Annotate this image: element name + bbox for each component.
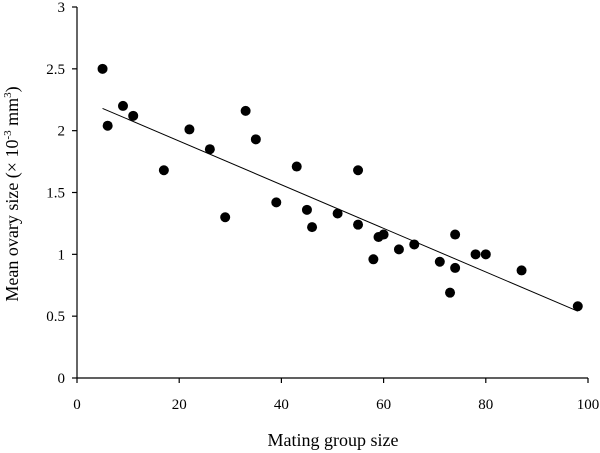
data-point bbox=[301, 204, 312, 215]
x-tick-label: 60 bbox=[376, 397, 391, 413]
x-tick-label: 80 bbox=[478, 397, 493, 413]
data-point bbox=[409, 239, 420, 250]
data-point bbox=[204, 144, 215, 155]
y-tick-label: 2 bbox=[58, 124, 66, 140]
data-point bbox=[97, 63, 108, 74]
data-point bbox=[102, 120, 113, 131]
data-point bbox=[445, 287, 456, 298]
x-tick-label: 100 bbox=[577, 397, 600, 413]
data-point bbox=[450, 262, 461, 273]
data-point bbox=[368, 254, 379, 265]
y-axis-title-exponent: -3 bbox=[2, 130, 14, 140]
x-axis-title: Mating group size bbox=[268, 430, 399, 450]
data-point bbox=[271, 197, 282, 208]
y-tick-label: 0 bbox=[58, 371, 66, 387]
data-point bbox=[307, 222, 318, 233]
data-point bbox=[291, 161, 302, 172]
data-point bbox=[117, 100, 128, 111]
y-axis-title: Mean ovary size (× 10-3 mm3) bbox=[2, 86, 23, 301]
data-point bbox=[480, 249, 491, 260]
data-point bbox=[240, 105, 251, 116]
data-point bbox=[572, 301, 583, 312]
data-point bbox=[128, 110, 139, 121]
data-point bbox=[393, 244, 404, 255]
data-point bbox=[450, 229, 461, 240]
y-tick-label: 3 bbox=[58, 0, 66, 16]
data-point bbox=[220, 212, 231, 223]
data-point bbox=[184, 124, 195, 135]
axes bbox=[72, 6, 589, 383]
data-point bbox=[470, 249, 481, 260]
y-axis-title-unit-exponent: 3 bbox=[2, 92, 14, 98]
y-tick-label: 1 bbox=[58, 247, 66, 263]
y-tick-label: 2.5 bbox=[46, 62, 65, 78]
data-point bbox=[516, 265, 527, 276]
data-point bbox=[353, 165, 364, 176]
x-tick-label: 20 bbox=[172, 397, 187, 413]
data-point bbox=[250, 134, 261, 145]
x-tick-label: 0 bbox=[73, 397, 81, 413]
data-point bbox=[353, 219, 364, 230]
y-axis-title-text: Mean ovary size (× 10 bbox=[2, 140, 23, 302]
data-point bbox=[378, 229, 389, 240]
y-axis-title-unit: mm bbox=[2, 98, 22, 131]
tick-labels: 0 20 40 60 80 100 0 0.5 1 1.5 2 2.5 3 bbox=[46, 0, 599, 413]
y-tick-label: 1.5 bbox=[46, 186, 65, 202]
y-axis-title-close: ) bbox=[2, 86, 23, 92]
y-tick-label: 0.5 bbox=[46, 309, 65, 325]
x-tick-label: 40 bbox=[274, 397, 289, 413]
data-point bbox=[332, 208, 343, 219]
data-points bbox=[97, 63, 583, 312]
data-point bbox=[434, 256, 445, 267]
data-point bbox=[158, 165, 169, 176]
